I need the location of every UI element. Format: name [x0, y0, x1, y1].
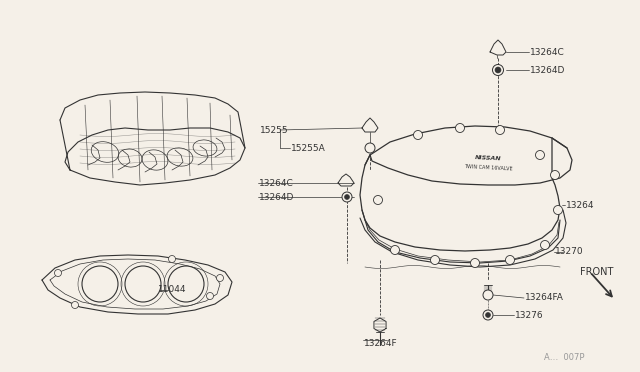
Circle shape	[431, 256, 440, 264]
Text: 13264F: 13264F	[364, 339, 397, 347]
Text: 13264: 13264	[566, 201, 595, 209]
Circle shape	[413, 131, 422, 140]
Text: 11044: 11044	[158, 285, 186, 295]
Text: 13264D: 13264D	[530, 65, 565, 74]
Circle shape	[541, 241, 550, 250]
Circle shape	[54, 269, 61, 276]
Circle shape	[168, 256, 175, 263]
Circle shape	[72, 301, 79, 308]
Circle shape	[374, 196, 383, 205]
Text: 13270: 13270	[555, 247, 584, 257]
Circle shape	[483, 310, 493, 320]
Circle shape	[344, 195, 349, 199]
Circle shape	[365, 143, 375, 153]
Circle shape	[342, 192, 352, 202]
Text: 15255: 15255	[260, 125, 289, 135]
Circle shape	[168, 266, 204, 302]
Circle shape	[495, 125, 504, 135]
Circle shape	[483, 290, 493, 300]
Circle shape	[207, 292, 214, 299]
Text: A…  007P: A… 007P	[544, 353, 584, 362]
Circle shape	[550, 170, 559, 180]
Circle shape	[493, 64, 504, 76]
Circle shape	[495, 67, 501, 73]
Text: 13264D: 13264D	[259, 192, 294, 202]
Circle shape	[125, 266, 161, 302]
Circle shape	[536, 151, 545, 160]
Text: NISSAN: NISSAN	[475, 155, 501, 161]
Text: 13264C: 13264C	[259, 179, 294, 187]
Text: 13276: 13276	[515, 311, 543, 320]
Circle shape	[82, 266, 118, 302]
Circle shape	[470, 259, 479, 267]
Text: 13264FA: 13264FA	[525, 294, 564, 302]
Text: FRONT: FRONT	[580, 267, 613, 277]
Circle shape	[506, 256, 515, 264]
Text: 13264C: 13264C	[530, 48, 564, 57]
Text: 15255A: 15255A	[291, 144, 326, 153]
Circle shape	[554, 205, 563, 215]
Circle shape	[390, 246, 399, 254]
Text: TWIN CAM 16VALVE: TWIN CAM 16VALVE	[463, 164, 513, 172]
Circle shape	[456, 124, 465, 132]
Circle shape	[486, 312, 490, 317]
Circle shape	[216, 275, 223, 282]
